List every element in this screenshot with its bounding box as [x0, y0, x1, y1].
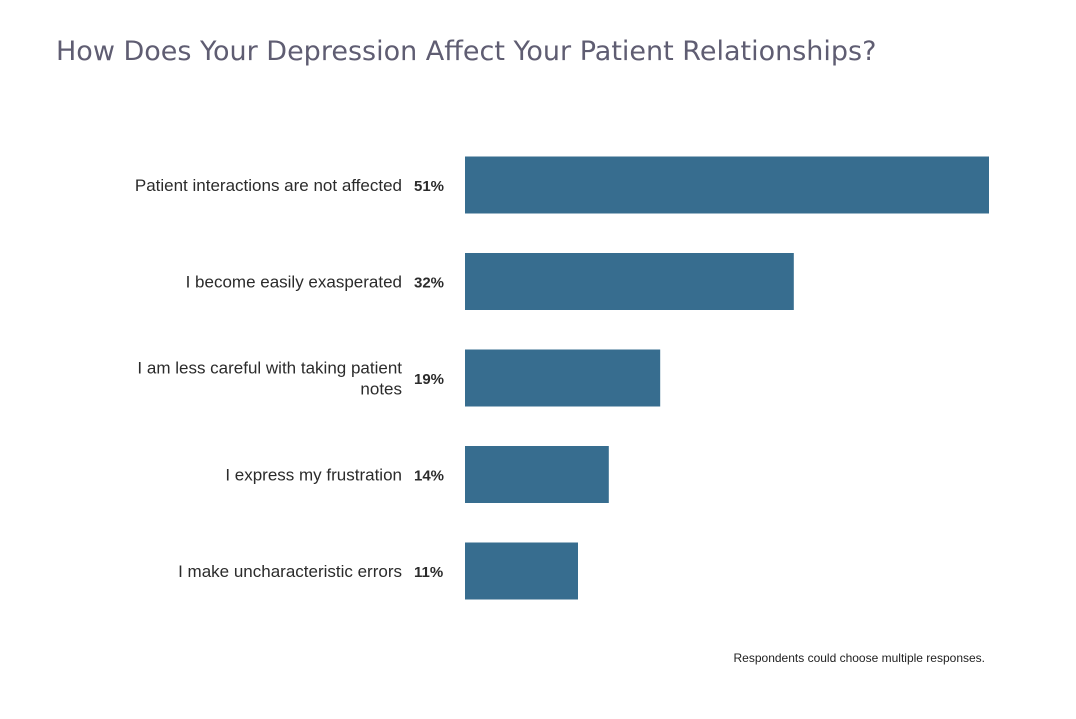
value-label: 19%: [414, 371, 444, 388]
category-label: notes: [360, 380, 402, 399]
bar-5: [465, 542, 578, 600]
value-label: 32%: [414, 275, 444, 292]
category-label: I make uncharacteristic errors: [178, 562, 402, 581]
footnote: Respondents could choose multiple respon…: [733, 651, 985, 665]
category-label: I become easily exasperated: [186, 273, 402, 292]
value-label: 14%: [414, 468, 444, 485]
bar-4: [465, 446, 609, 503]
value-label: 51%: [414, 178, 444, 195]
bar-2: [465, 253, 794, 310]
category-label: I am less careful with taking patient: [137, 359, 402, 378]
value-label: 11%: [414, 564, 443, 581]
bar-3: [465, 349, 661, 407]
bar-1: [465, 156, 989, 214]
chart-title: How Does Your Depression Affect Your Pat…: [56, 36, 877, 67]
category-label: I express my frustration: [225, 466, 402, 485]
category-label: Patient interactions are not affected: [135, 176, 402, 195]
